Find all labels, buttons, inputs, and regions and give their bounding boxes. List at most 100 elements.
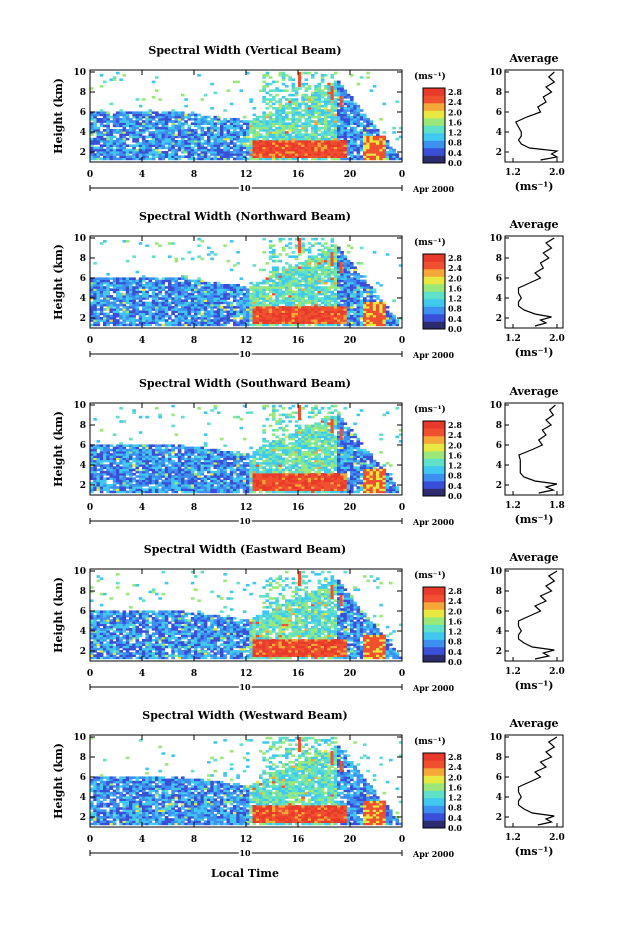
heatmap-cell — [346, 146, 351, 150]
heatmap-cell — [174, 129, 179, 132]
heatmap-cell — [340, 111, 344, 114]
heatmap-cell — [337, 124, 341, 128]
heatmap-cell — [142, 473, 146, 476]
heatmap-cell — [158, 306, 162, 309]
heatmap-cell — [190, 481, 195, 485]
heatmap-cell — [109, 288, 114, 291]
heatmap-cell — [148, 457, 153, 461]
heatmap-cell — [106, 288, 110, 291]
heatmap-cell — [281, 120, 286, 123]
heatmap-cell — [96, 308, 101, 311]
heatmap-cell — [132, 319, 136, 322]
heatmap-cell — [337, 96, 341, 99]
heatmap-cell — [301, 299, 305, 302]
heatmap-cell — [278, 317, 283, 320]
heatmap-cell — [311, 100, 315, 103]
heatmap-cell — [304, 308, 309, 311]
heatmap-cell — [333, 292, 338, 296]
heatmap-cell — [168, 286, 172, 289]
heatmap-cell — [93, 137, 97, 141]
heatmap-cell — [99, 479, 104, 483]
heatmap-cell — [184, 303, 188, 307]
heatmap-cell — [307, 246, 312, 250]
heatmap-cell — [392, 317, 396, 320]
heatmap-cell — [337, 246, 341, 250]
heatmap-cell — [379, 303, 383, 307]
heatmap-cell — [96, 323, 101, 327]
heatmap-cell — [350, 297, 354, 300]
heatmap-cell — [90, 446, 94, 450]
heatmap-cell — [311, 76, 315, 79]
heatmap-cell — [155, 115, 159, 119]
heatmap-cell — [119, 459, 123, 463]
heatmap-cell — [301, 319, 305, 322]
heatmap-cell — [142, 295, 146, 298]
heatmap-cell — [119, 301, 123, 305]
heatmap-cell — [168, 468, 172, 472]
colorbar-swatch — [423, 133, 445, 141]
heatmap-cell — [158, 459, 162, 463]
heatmap-cell — [327, 122, 331, 125]
heatmap-cell — [252, 314, 257, 318]
heatmap-cell — [132, 133, 136, 136]
heatmap-cell — [151, 455, 156, 458]
heatmap-cell — [171, 129, 175, 132]
heatmap-cell — [177, 321, 182, 324]
heatmap-cell — [226, 124, 231, 128]
heatmap-cell — [216, 301, 221, 305]
heatmap-cell — [168, 155, 172, 158]
heatmap-cell — [353, 102, 357, 106]
heatmap-cell — [213, 148, 218, 152]
heatmap-cell — [148, 481, 153, 485]
heatmap-cell — [220, 286, 224, 289]
heatmap-cell — [96, 317, 101, 320]
heatmap-cell — [350, 323, 354, 327]
heatmap-cell — [112, 297, 117, 300]
heatmap-cell — [233, 120, 237, 123]
heatmap-cell — [272, 80, 276, 84]
heatmap-cell — [239, 286, 244, 289]
heatmap-cell — [135, 446, 140, 450]
heatmap-cell — [151, 475, 156, 478]
heatmap-cell — [363, 279, 367, 283]
heatmap-cell — [376, 281, 380, 285]
heatmap-cell — [129, 448, 133, 452]
heatmap-cell — [265, 144, 270, 147]
heatmap-cell — [142, 122, 146, 125]
heatmap-cell — [99, 279, 104, 283]
heatmap-cell — [148, 473, 153, 476]
heatmap-cell — [129, 477, 133, 480]
heatmap-cell — [382, 144, 387, 147]
heatmap-cell — [151, 488, 156, 491]
heatmap-cell — [122, 457, 127, 461]
heatmap-cell — [210, 153, 214, 156]
heatmap-cell — [363, 303, 367, 307]
heatmap-cell — [116, 444, 120, 447]
heatmap-cell — [324, 297, 328, 300]
heatmap-cell — [376, 303, 380, 307]
heatmap-cell — [90, 140, 94, 143]
heatmap-cell — [327, 262, 331, 265]
heatmap-cell — [99, 481, 104, 485]
heatmap-cell — [161, 319, 166, 322]
heatmap-cell — [242, 140, 247, 143]
heatmap-cell — [187, 153, 192, 156]
heatmap-cell — [161, 455, 166, 458]
heatmap-cell — [151, 292, 156, 296]
heatmap-cell — [249, 310, 253, 313]
heatmap-cell — [350, 266, 354, 269]
heatmap-cell — [294, 323, 299, 327]
heatmap-cell — [112, 451, 117, 454]
heatmap-cell — [122, 323, 127, 327]
heatmap-cell — [184, 466, 188, 469]
heatmap-cell — [112, 490, 117, 494]
heatmap-cell — [236, 135, 240, 139]
heatmap-cell — [291, 301, 296, 305]
heatmap-cell — [138, 118, 143, 121]
heatmap-cell — [343, 89, 348, 92]
heatmap-cell — [132, 451, 136, 454]
heatmap-cell — [320, 76, 325, 79]
heatmap-cell — [116, 448, 120, 452]
heatmap-cell — [252, 148, 257, 152]
heatmap-cell — [164, 444, 169, 447]
